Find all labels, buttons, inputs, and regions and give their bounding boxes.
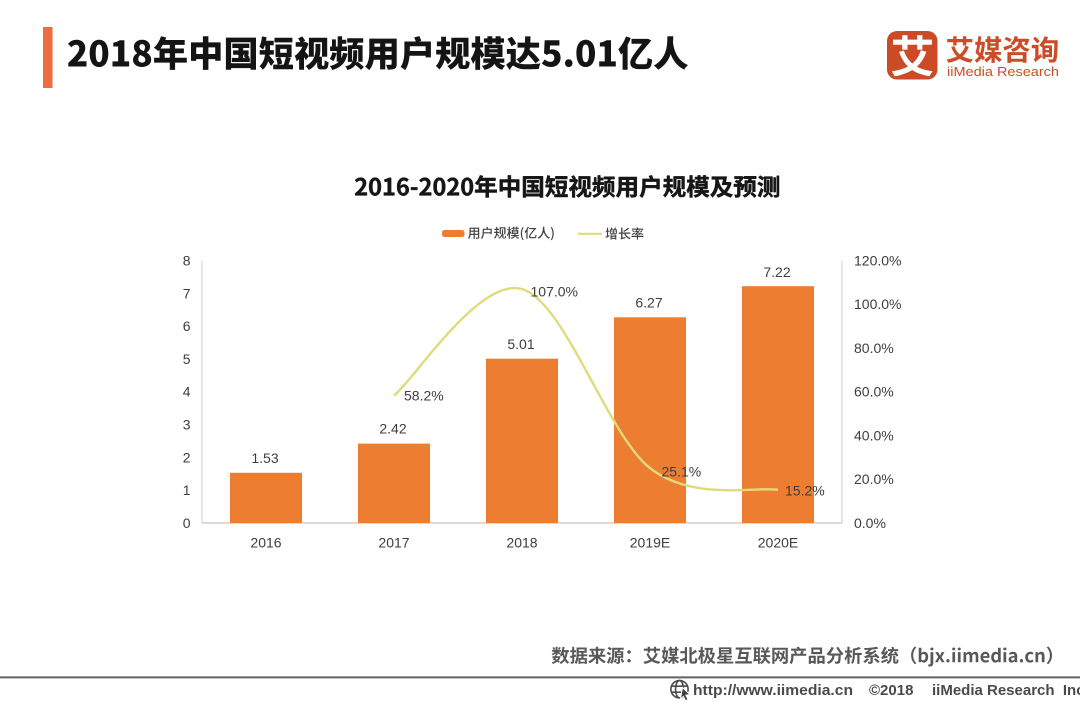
svg-text:15.2%: 15.2% <box>785 483 825 499</box>
svg-text:107.0%: 107.0% <box>531 284 578 300</box>
svg-text:iiMedia Research Inc: iiMedia Research Inc <box>932 682 1080 699</box>
svg-text:60.0%: 60.0% <box>854 384 894 400</box>
svg-text:1.53: 1.53 <box>251 450 278 466</box>
svg-text:2018: 2018 <box>506 534 537 550</box>
svg-text:2019E: 2019E <box>630 534 670 550</box>
svg-text:7: 7 <box>183 285 191 301</box>
svg-text:7.22: 7.22 <box>763 264 790 280</box>
svg-text:20.0%: 20.0% <box>854 471 894 487</box>
svg-text:iiMedia Research: iiMedia Research <box>947 64 1059 79</box>
svg-text:4: 4 <box>183 384 191 400</box>
svg-text:3: 3 <box>183 417 191 433</box>
svg-text:40.0%: 40.0% <box>854 427 894 443</box>
svg-text:8: 8 <box>183 253 191 269</box>
svg-text:©2018: ©2018 <box>869 682 913 699</box>
svg-text:25.1%: 25.1% <box>662 464 702 480</box>
svg-text:5.01: 5.01 <box>507 336 534 352</box>
svg-text:6: 6 <box>183 318 191 334</box>
svg-text:http://www.iimedia.cn: http://www.iimedia.cn <box>693 682 853 699</box>
svg-text:2: 2 <box>183 449 191 465</box>
svg-text:120.0%: 120.0% <box>854 253 901 269</box>
svg-text:2020E: 2020E <box>758 534 798 550</box>
svg-text:2017: 2017 <box>378 534 409 550</box>
svg-text:0.0%: 0.0% <box>854 515 886 531</box>
svg-text:58.2%: 58.2% <box>404 388 444 404</box>
svg-text:100.0%: 100.0% <box>854 296 901 312</box>
svg-text:1: 1 <box>183 482 191 498</box>
svg-text:5: 5 <box>183 351 191 367</box>
svg-text:2.42: 2.42 <box>379 421 406 437</box>
svg-text:6.27: 6.27 <box>635 295 662 311</box>
svg-text:0: 0 <box>183 515 191 531</box>
svg-text:2016: 2016 <box>250 534 281 550</box>
svg-text:80.0%: 80.0% <box>854 340 894 356</box>
